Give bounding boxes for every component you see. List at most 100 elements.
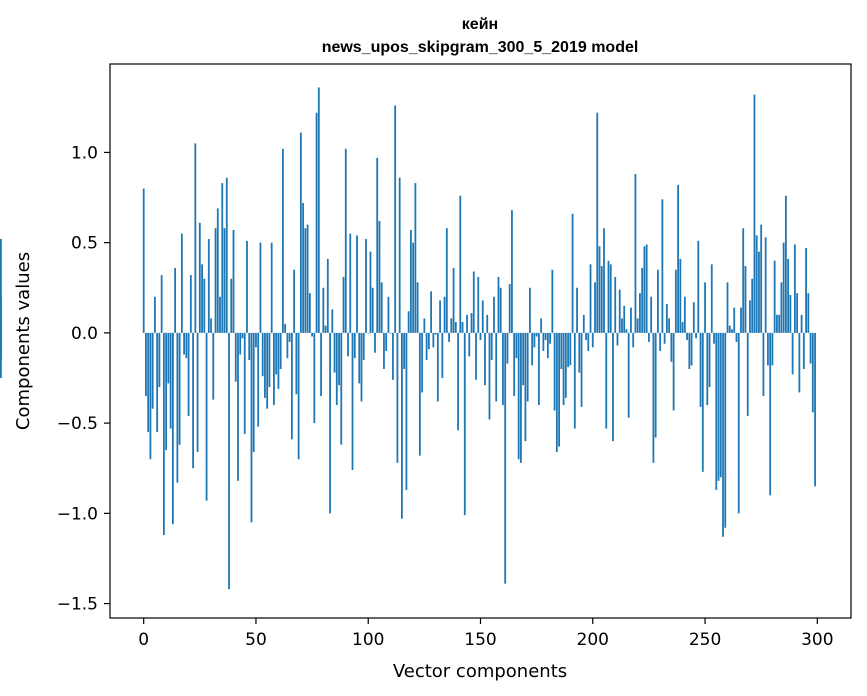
- bar-283: [778, 314, 781, 333]
- x-tick-label: 150: [464, 630, 496, 650]
- bar-237: [674, 269, 677, 333]
- bar-276: [762, 332, 765, 397]
- bar-92: [349, 233, 352, 333]
- bar-113: [396, 332, 399, 463]
- bar-39: [230, 278, 233, 333]
- bar-258: [722, 332, 724, 537]
- bar-30: [210, 318, 212, 333]
- bar-104: [376, 157, 379, 333]
- bar-246: [695, 332, 697, 339]
- bar-227: [652, 332, 655, 463]
- bar-278: [767, 332, 769, 366]
- bar-204: [600, 266, 603, 333]
- bar-199: [589, 264, 592, 333]
- bar-205: [603, 228, 605, 333]
- bar-269: [746, 332, 749, 416]
- bar-134: [443, 296, 446, 333]
- bar-103: [374, 332, 376, 353]
- bar-142: [461, 322, 464, 333]
- bar-183: [553, 332, 556, 411]
- bar-248: [699, 332, 702, 407]
- bar-72: [304, 228, 307, 333]
- bar-63: [284, 323, 287, 333]
- bar-202: [596, 112, 599, 333]
- bar-224: [645, 244, 648, 333]
- bar-160: [502, 332, 504, 406]
- bar-47: [248, 332, 251, 360]
- bar-292: [798, 332, 801, 393]
- bar-50: [255, 332, 257, 348]
- bar-82: [326, 258, 329, 333]
- bar-179: [544, 332, 547, 341]
- bar-176: [537, 332, 540, 406]
- bar-287: [787, 258, 790, 333]
- bar-182: [551, 269, 554, 333]
- y-tick-label: 0.5: [71, 234, 98, 254]
- bar-140: [457, 332, 459, 431]
- x-tick-label: 100: [352, 630, 384, 650]
- bar-263: [733, 307, 736, 333]
- bar-185: [558, 332, 560, 447]
- bar-59: [275, 332, 278, 375]
- bar-144: [466, 314, 468, 333]
- bar-17: [180, 233, 183, 333]
- bar-201: [594, 282, 596, 333]
- bar-3: [149, 332, 152, 460]
- bar-229: [656, 269, 659, 333]
- bar-216: [627, 332, 630, 418]
- bar-164: [511, 210, 513, 333]
- bar-97: [360, 332, 363, 402]
- bar-111: [392, 332, 394, 380]
- bar-13: [171, 332, 174, 525]
- bar-208: [609, 264, 612, 333]
- bar-112: [394, 105, 397, 333]
- bar-101: [369, 251, 372, 333]
- bar-156: [493, 296, 495, 333]
- bar-86: [335, 332, 338, 406]
- bar-157: [495, 332, 498, 402]
- x-axis-label: Vector components: [393, 661, 567, 682]
- bar-149: [477, 276, 480, 333]
- bar-16: [178, 332, 181, 445]
- bar-135: [445, 228, 448, 333]
- bar-61: [279, 332, 282, 369]
- bar-70: [299, 132, 302, 333]
- bar-26: [201, 264, 203, 333]
- bar-215: [625, 329, 628, 333]
- y-axis-label: Components values: [13, 252, 34, 430]
- bar-4: [151, 332, 154, 409]
- bar-225: [648, 332, 650, 342]
- bar-207: [607, 260, 610, 333]
- bar-236: [672, 332, 675, 411]
- bar-253: [710, 264, 713, 333]
- bar-151: [481, 300, 484, 333]
- bar-271: [751, 278, 754, 333]
- bar-27: [203, 278, 206, 333]
- bar-19: [185, 332, 188, 359]
- bar-192: [573, 332, 576, 429]
- bar-166: [515, 332, 518, 359]
- bar-45: [243, 332, 246, 434]
- bar-239: [679, 258, 682, 333]
- bar-80: [322, 287, 325, 333]
- bar-233: [665, 304, 668, 333]
- bar-256: [717, 332, 720, 481]
- bar-232: [663, 332, 666, 344]
- bar-12: [169, 332, 172, 429]
- bar-93: [351, 332, 354, 471]
- bar-296: [807, 293, 810, 333]
- bar-152: [484, 332, 486, 386]
- bar-177: [540, 318, 543, 333]
- bar-196: [582, 314, 585, 333]
- bar-277: [764, 237, 767, 333]
- bar-96: [358, 332, 361, 384]
- bar-226: [650, 296, 653, 333]
- bar-197: [585, 332, 587, 341]
- bar-121: [414, 183, 417, 333]
- bar-242: [686, 332, 688, 341]
- bar-143: [463, 332, 466, 516]
- bar-280: [771, 332, 774, 366]
- bar-184: [555, 332, 558, 452]
- bar-294: [802, 332, 805, 369]
